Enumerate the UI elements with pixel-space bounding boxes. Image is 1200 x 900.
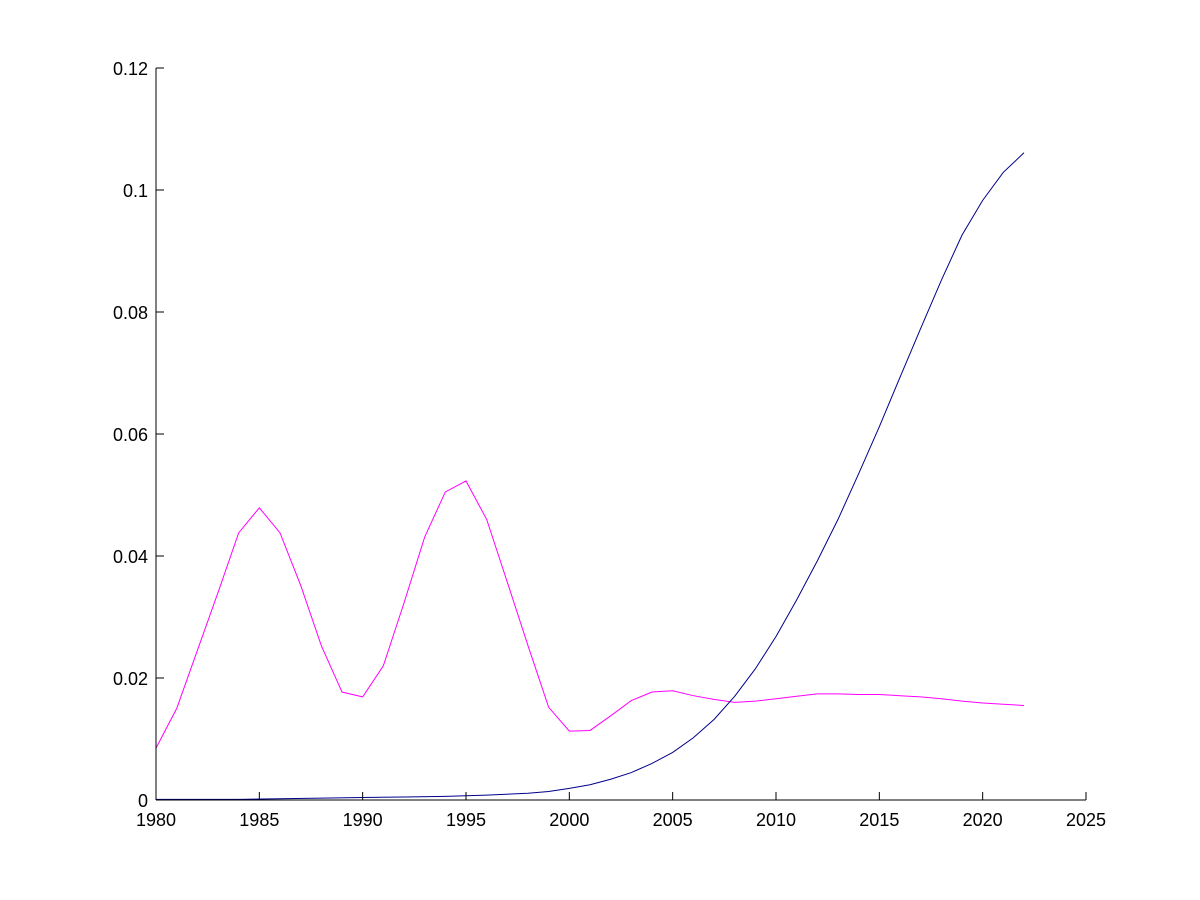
x-tick-label: 1995 xyxy=(446,810,486,830)
y-tick-label: 0.02 xyxy=(113,669,148,689)
x-tick-label: 1990 xyxy=(343,810,383,830)
x-tick-label: 2000 xyxy=(549,810,589,830)
ticks: 1980 1985 1990 1995 2000 2005 2010 2015 2020 2025… xyxy=(113,59,1106,830)
y-tick-label: 0 xyxy=(138,791,148,811)
x-tick-label: 2010 xyxy=(756,810,796,830)
y-tick-label: 0.1 xyxy=(123,181,148,201)
y-tick-label: 0.08 xyxy=(113,303,148,323)
series-line-2 xyxy=(156,152,1025,800)
y-tick-label: 0.12 xyxy=(113,59,148,79)
x-tick-label: 2015 xyxy=(859,810,899,830)
series-line-1 xyxy=(155,480,1025,749)
axes xyxy=(155,68,1086,801)
series-layer xyxy=(155,152,1025,800)
x-tick-label: 2005 xyxy=(653,810,693,830)
y-tick-label: 0.06 xyxy=(113,425,148,445)
x-tick-label: 2020 xyxy=(963,810,1003,830)
x-tick-label: 1980 xyxy=(136,810,176,830)
y-tick-label: 0.04 xyxy=(113,547,148,567)
x-tick-label: 1985 xyxy=(239,810,279,830)
x-tick-label: 2025 xyxy=(1066,810,1106,830)
